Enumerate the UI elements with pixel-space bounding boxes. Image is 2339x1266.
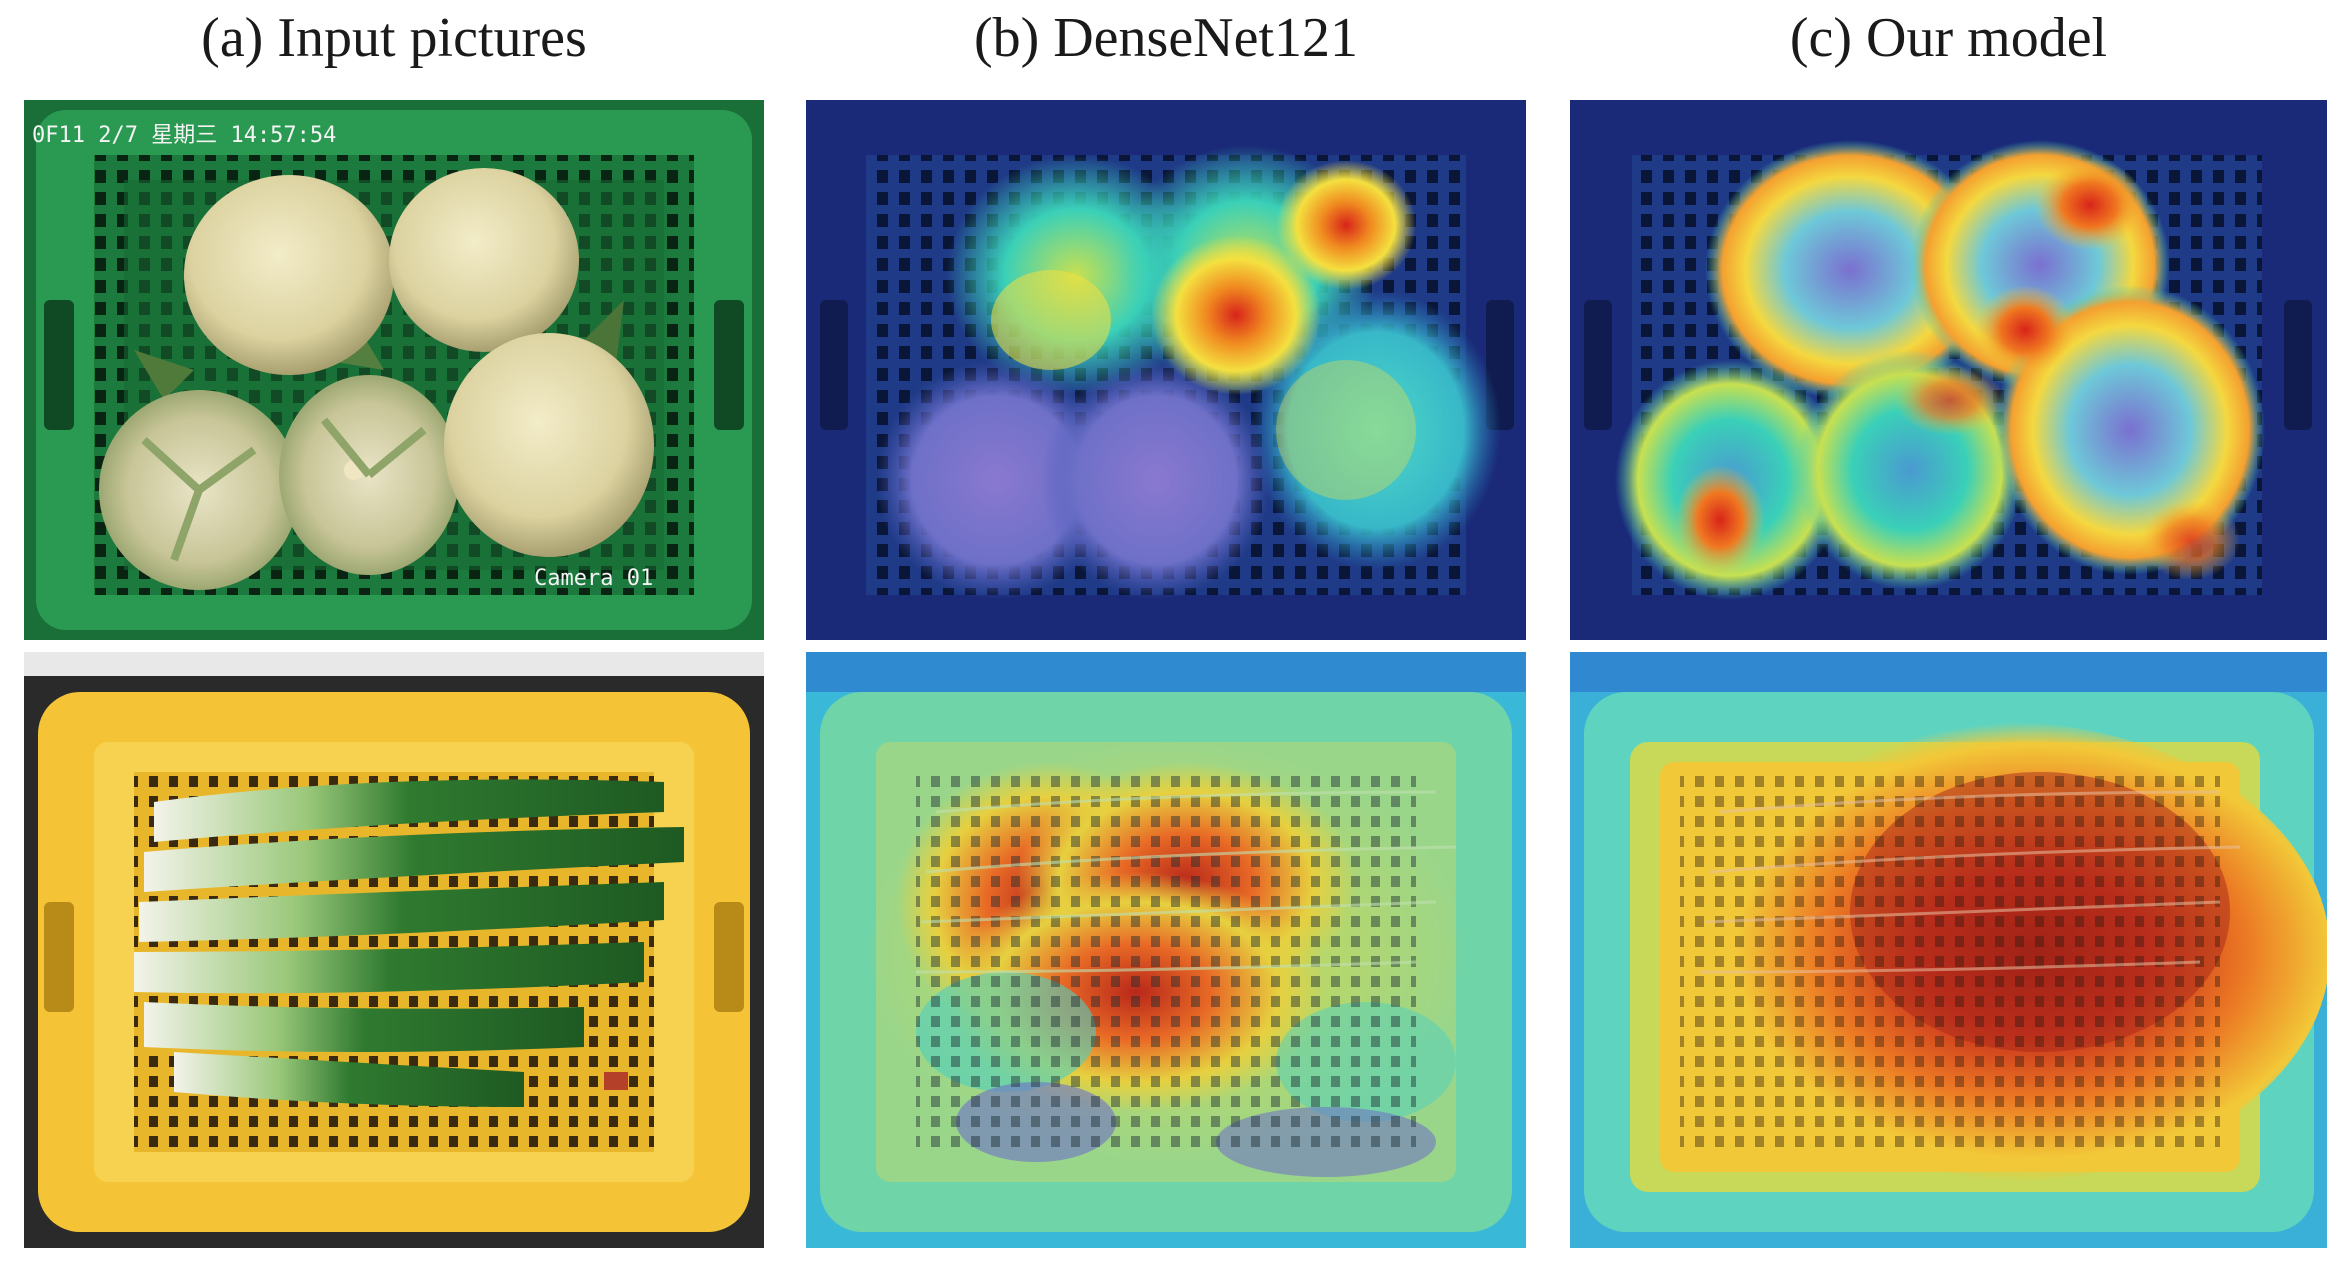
our-model-green-onion-heatmap (1570, 652, 2327, 1248)
densenet-cauliflower-heatmap (806, 100, 1526, 640)
column-title-densenet: (b) DenseNet121 (973, 7, 1359, 69)
input-green-onion-image (24, 652, 764, 1248)
column-title-our-model: (c) Our model (1789, 7, 2108, 69)
column-title-input: (a) Input pictures (201, 7, 587, 69)
camera-label-overlay: Camera 01 (534, 566, 653, 591)
timestamp-overlay: 0F11 2/7 星期三 14:57:54 (32, 123, 336, 148)
densenet-green-onion-heatmap (806, 652, 1526, 1248)
our-model-cauliflower-heatmap (1570, 100, 2327, 640)
input-cauliflower-image: 0F11 2/7 星期三 14:57:54 Camera 01 (24, 100, 764, 640)
